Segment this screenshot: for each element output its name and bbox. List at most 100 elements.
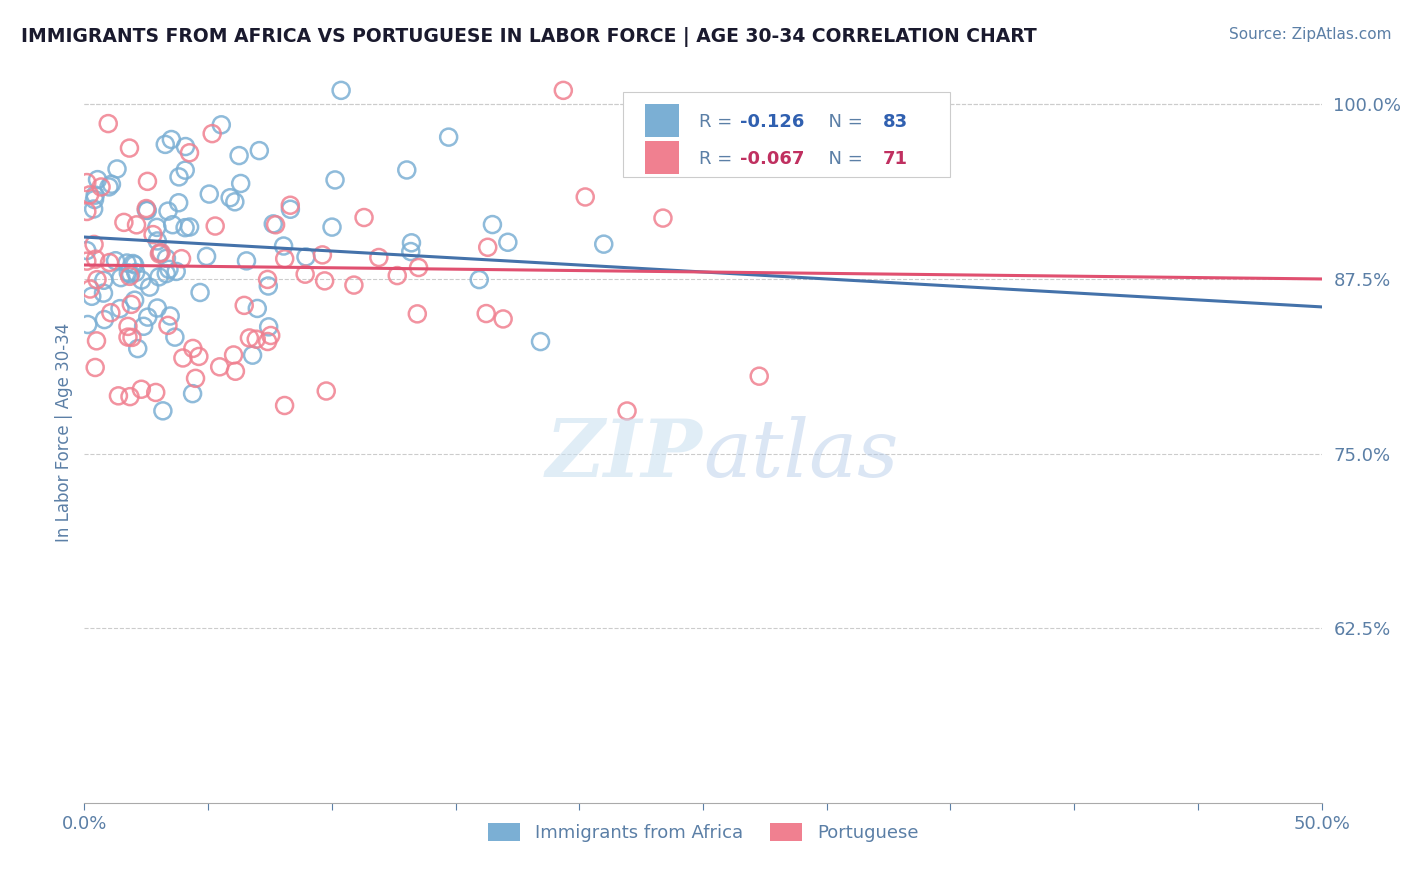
Point: [406, 307, 429, 321]
Point: [76, 176, 98, 190]
Point: [148, 269, 170, 284]
Point: [315, 384, 337, 398]
Point: [179, 145, 201, 160]
Point: [83, 202, 105, 216]
Point: [142, 227, 165, 242]
Bar: [645, 103, 679, 137]
Point: [98, 180, 121, 194]
Point: [219, 191, 242, 205]
Point: [314, 274, 336, 288]
Point: [592, 237, 614, 252]
Point: [115, 256, 138, 270]
Point: [399, 244, 422, 259]
Point: [159, 309, 181, 323]
Point: [120, 297, 142, 311]
Point: [256, 272, 278, 286]
Point: [86, 172, 108, 186]
Point: [135, 202, 157, 216]
Point: [233, 298, 256, 312]
Point: [295, 250, 318, 264]
Point: [150, 245, 173, 260]
Point: [165, 264, 187, 278]
Point: [242, 348, 264, 362]
Point: [260, 328, 283, 343]
Point: [121, 330, 143, 344]
Point: [247, 144, 270, 158]
Point: [574, 190, 596, 204]
Point: [118, 269, 141, 284]
Point: [174, 139, 197, 153]
Text: -0.126: -0.126: [740, 112, 804, 130]
Point: [408, 260, 430, 275]
Point: [131, 382, 153, 396]
Point: [481, 218, 503, 232]
Point: [437, 130, 460, 145]
Point: [157, 262, 180, 277]
Point: [330, 83, 353, 97]
Point: [188, 285, 211, 300]
Point: [83, 237, 105, 252]
Point: [155, 137, 177, 152]
Point: [136, 203, 159, 218]
Point: [256, 334, 278, 349]
Point: [222, 348, 245, 362]
Point: [146, 234, 169, 248]
Point: [124, 293, 146, 308]
Point: [477, 240, 499, 254]
Point: [76, 318, 98, 332]
Point: [475, 307, 498, 321]
Point: [311, 248, 333, 262]
Point: [748, 369, 770, 384]
Point: [131, 273, 153, 287]
Point: [257, 279, 280, 293]
Point: [84, 188, 107, 202]
Point: [86, 334, 108, 348]
Point: [100, 178, 122, 192]
Point: [170, 252, 193, 266]
Text: R =: R =: [699, 112, 738, 130]
Point: [118, 390, 141, 404]
Point: [529, 334, 551, 349]
Point: [264, 218, 287, 232]
Text: 71: 71: [883, 150, 907, 168]
Point: [86, 273, 108, 287]
Point: [195, 250, 218, 264]
Y-axis label: In Labor Force | Age 30-34: In Labor Force | Age 30-34: [55, 323, 73, 542]
Point: [117, 330, 139, 344]
Point: [273, 399, 295, 413]
Text: R =: R =: [699, 150, 738, 168]
Point: [273, 252, 295, 266]
Point: [156, 318, 179, 333]
Point: [148, 247, 170, 261]
Point: [84, 252, 107, 267]
Point: [76, 254, 98, 268]
Point: [395, 163, 418, 178]
Point: [136, 310, 159, 325]
Text: N =: N =: [817, 150, 869, 168]
Point: [387, 268, 409, 283]
Point: [201, 127, 224, 141]
Point: [117, 319, 139, 334]
Text: -0.067: -0.067: [740, 150, 804, 168]
Point: [98, 255, 121, 269]
Point: [93, 312, 115, 326]
Point: [118, 141, 141, 155]
Point: [353, 211, 375, 225]
Point: [553, 83, 575, 97]
Point: [179, 220, 201, 235]
Point: [149, 245, 172, 260]
Point: [229, 177, 252, 191]
Point: [181, 342, 204, 356]
Point: [122, 256, 145, 270]
Point: [245, 332, 267, 346]
Legend: Immigrants from Africa, Portuguese: Immigrants from Africa, Portuguese: [481, 815, 925, 849]
Point: [120, 267, 142, 281]
Bar: [645, 141, 679, 174]
Point: [97, 117, 120, 131]
Point: [238, 331, 260, 345]
Point: [204, 219, 226, 233]
Point: [76, 204, 98, 219]
Point: [262, 217, 284, 231]
Point: [167, 169, 190, 184]
Point: [172, 351, 194, 365]
